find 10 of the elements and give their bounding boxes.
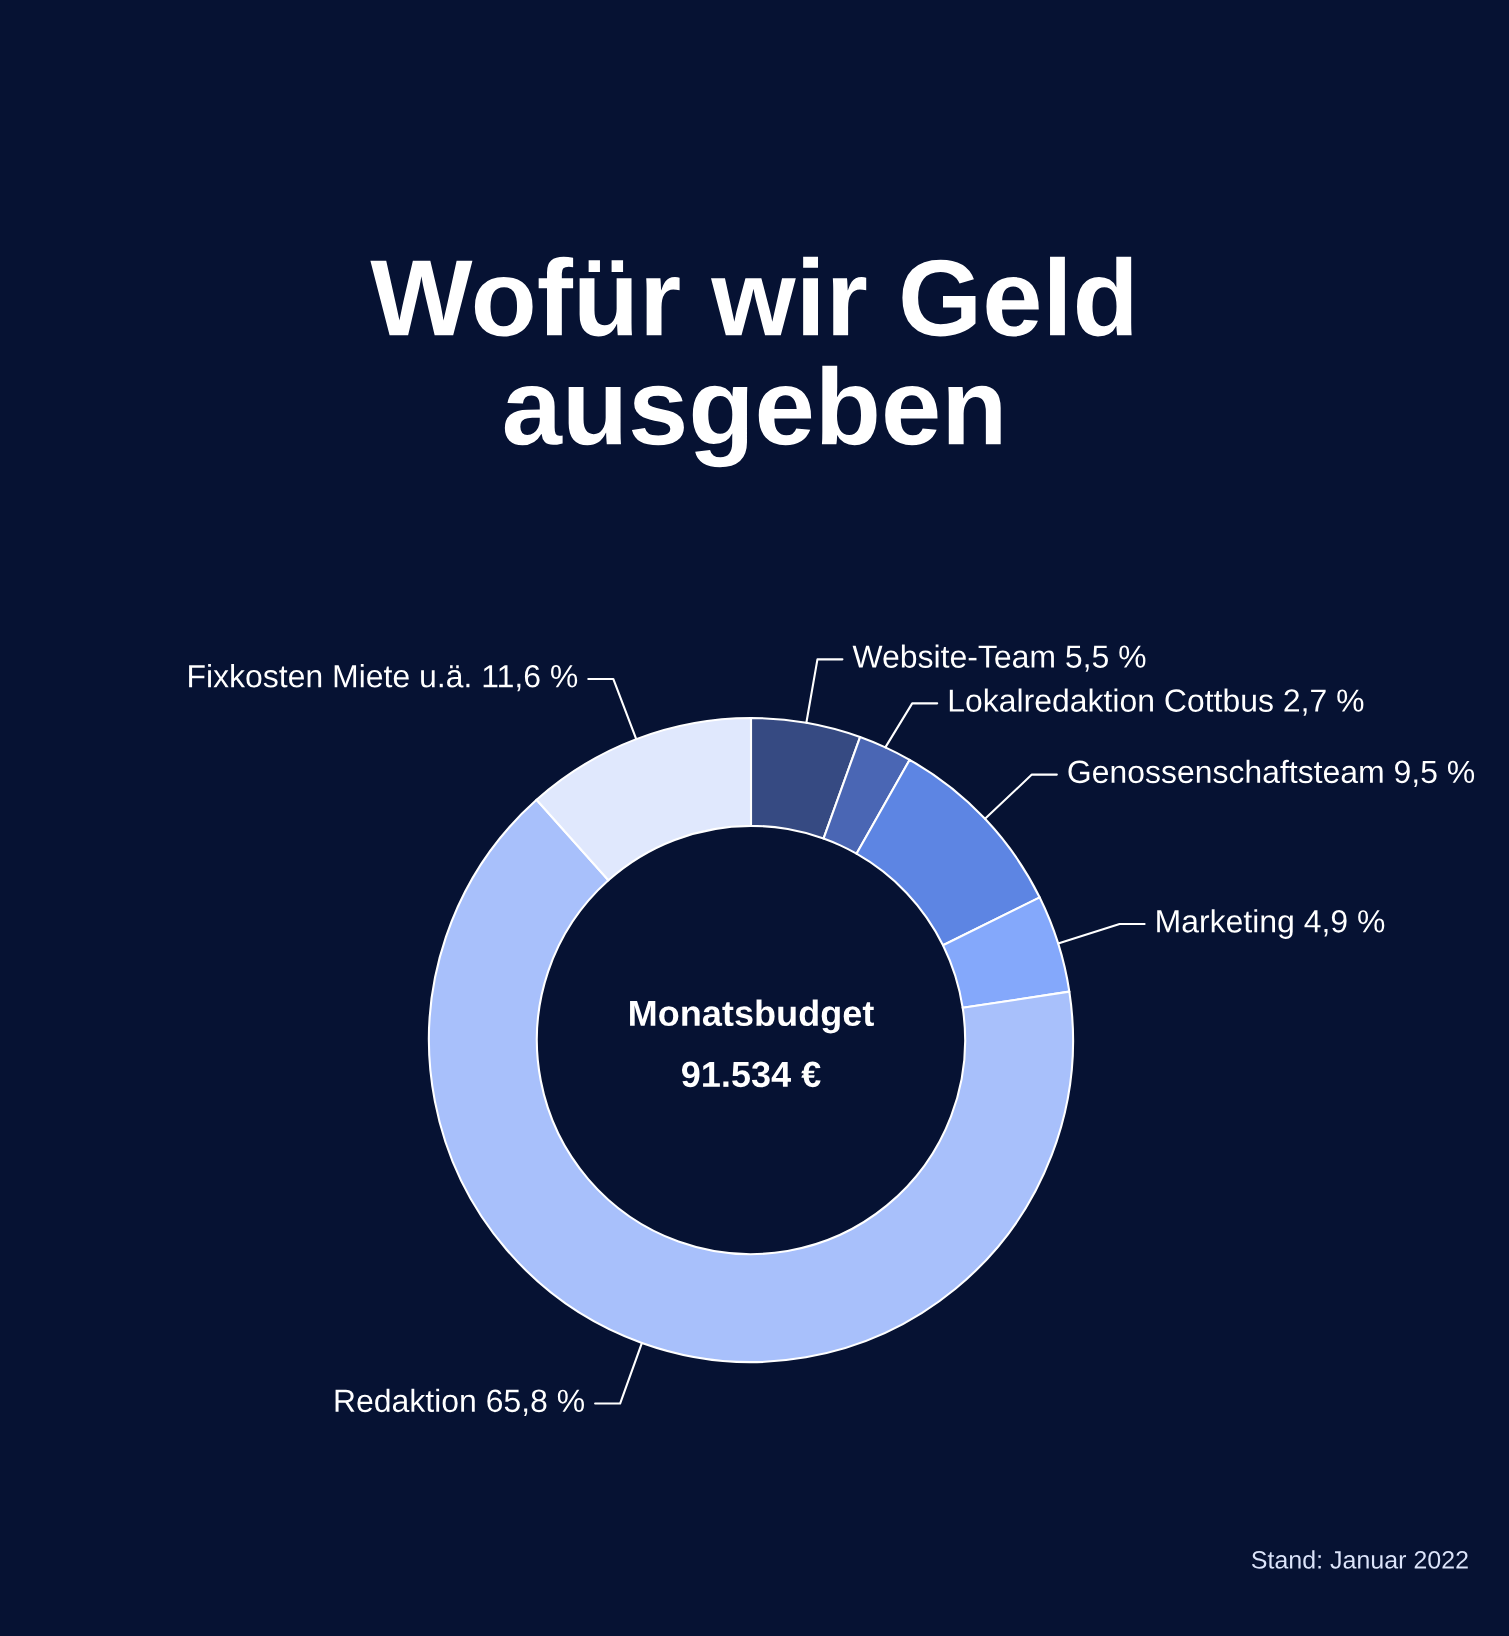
text: 91.534 € bbox=[681, 1061, 821, 1088]
slice-label: Website-Team 5,5 % bbox=[852, 644, 1146, 672]
text: Stand: Januar 2022 bbox=[1251, 1550, 1468, 1569]
slice-label: Lokalredaktion Cottbus 2,7 % bbox=[949, 688, 1364, 716]
text: Monatsbudget bbox=[630, 999, 874, 1034]
slice-label: Marketing 4,9 % bbox=[1157, 909, 1385, 939]
slice-label: Genossenschaftsteam 9,5 % bbox=[1068, 759, 1475, 787]
slice-label: Redaktion 65,8 % bbox=[335, 1388, 584, 1416]
slice-label: Fixkosten Miete u.ä. 11,6 % bbox=[189, 664, 578, 692]
chart-title: Wofür wir Geld ausgeben bbox=[370, 256, 1132, 468]
